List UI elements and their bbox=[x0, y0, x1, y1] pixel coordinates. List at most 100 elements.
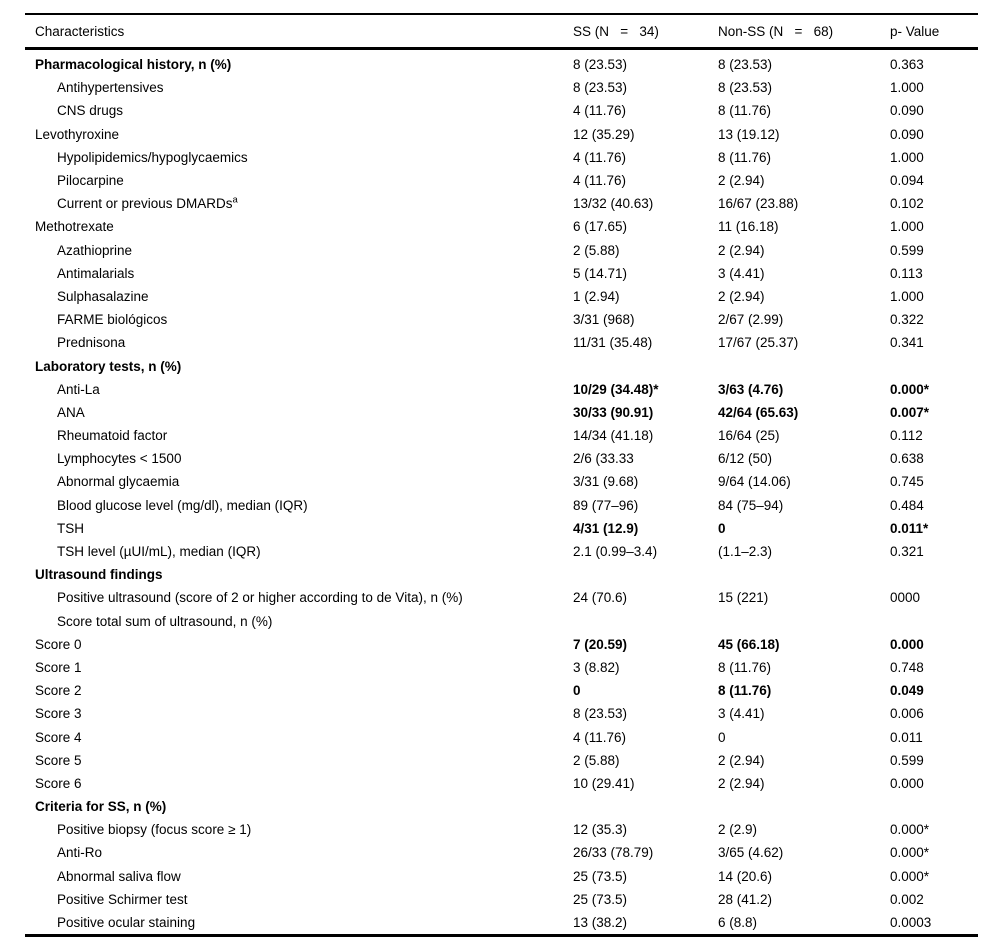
pvalue-cell: 0.000 bbox=[890, 636, 924, 652]
pvalue-cell bbox=[890, 563, 978, 586]
row-label: TSH level (µUI/mL), median (IQR) bbox=[57, 544, 261, 560]
nonss-value-cell: (1.1–2.3) bbox=[718, 544, 773, 560]
row-label: Levothyroxine bbox=[35, 126, 120, 142]
pvalue-cell: 0.322 bbox=[890, 312, 924, 328]
ss-value-cell: 4 (11.76) bbox=[573, 103, 627, 119]
table-row: Hypolipidemics/hypoglycaemics 4 (11.76) … bbox=[25, 146, 978, 169]
row-label-cell: Score total sum of ultrasound, n (%) bbox=[25, 610, 573, 633]
row-label-cell: Lymphocytes < 1500 bbox=[25, 447, 573, 470]
ss-value-cell: 13/32 (40.63) bbox=[573, 196, 654, 212]
pvalue-cell: 0.321 bbox=[890, 544, 924, 560]
nonss-value-cell: 8 (23.53) bbox=[718, 80, 773, 96]
ss-value-cell: 89 (77–96) bbox=[573, 497, 639, 513]
ss-value-cell: 3 (8.82) bbox=[573, 659, 620, 675]
row-label-cell: Score 5 bbox=[25, 749, 573, 772]
row-label: Positive biopsy (focus score ≥ 1) bbox=[57, 822, 252, 838]
nonss-value-cell: 8 (11.76) bbox=[718, 103, 772, 119]
nonss-value-cell: 2 (2.94) bbox=[718, 288, 765, 304]
ss-value-cell: 4/31 (12.9) bbox=[573, 520, 639, 536]
header-characteristics: Characteristics bbox=[25, 14, 573, 50]
nonss-value-cell: 2 (2.94) bbox=[718, 173, 765, 189]
header-ss: SS (N = 34) bbox=[573, 14, 718, 50]
row-label-cell: Hypolipidemics/hypoglycaemics bbox=[25, 146, 573, 169]
row-label: Score 4 bbox=[35, 729, 82, 745]
row-label: Lymphocytes < 1500 bbox=[57, 451, 182, 467]
table-row: Positive biopsy (focus score ≥ 1) 12 (35… bbox=[25, 818, 978, 841]
ss-value-cell: 4 (11.76) bbox=[573, 173, 627, 189]
table-row: Pharmacological history, n (%) 8 (23.53)… bbox=[25, 49, 978, 77]
ss-value-cell: 12 (35.29) bbox=[573, 126, 635, 142]
ss-value-cell: 24 (70.6) bbox=[573, 590, 628, 606]
pvalue-cell: 0.599 bbox=[890, 242, 924, 258]
row-label: Abnormal saliva flow bbox=[57, 868, 181, 884]
nonss-value-cell: 0 bbox=[718, 729, 726, 745]
nonss-value-cell: 2/67 (2.99) bbox=[718, 312, 784, 328]
pvalue-cell: 0.011* bbox=[890, 520, 929, 536]
ss-value-cell: 0 bbox=[573, 683, 581, 699]
table-row: Score 3 8 (23.53) 3 (4.41) 0.006 bbox=[25, 702, 978, 725]
table-row: Levothyroxine 12 (35.29) 13 (19.12) 0.09… bbox=[25, 123, 978, 146]
row-label: Score 3 bbox=[35, 706, 82, 722]
row-label: Positive ocular staining bbox=[57, 915, 196, 931]
ss-value-cell: 8 (23.53) bbox=[573, 706, 628, 722]
row-label-cell: Blood glucose level (mg/dl), median (IQR… bbox=[25, 494, 573, 517]
row-label: FARME biológicos bbox=[57, 312, 168, 328]
pvalue-cell: 0.007* bbox=[890, 404, 930, 420]
nonss-value-cell bbox=[718, 610, 890, 633]
row-label-cell: Pharmacological history, n (%) bbox=[25, 49, 573, 77]
table-row: Score 6 10 (29.41) 2 (2.94) 0.000 bbox=[25, 772, 978, 795]
table-row: FARME biológicos 3/31 (968) 2/67 (2.99) … bbox=[25, 308, 978, 331]
row-label-cell: Criteria for SS, n (%) bbox=[25, 795, 573, 818]
nonss-value-cell: 9/64 (14.06) bbox=[718, 474, 791, 490]
row-label-cell: Score 0 bbox=[25, 633, 573, 656]
row-label-cell: Levothyroxine bbox=[25, 123, 573, 146]
table-row: Positive Schirmer test 25 (73.5) 28 (41.… bbox=[25, 888, 978, 911]
nonss-value-cell: 6 (8.8) bbox=[718, 915, 758, 931]
pvalue-cell: 0.000* bbox=[890, 381, 930, 397]
pvalue-cell bbox=[890, 610, 978, 633]
table-row: Methotrexate 6 (17.65) 11 (16.18) 1.000 bbox=[25, 215, 978, 238]
header-row: Characteristics SS (N = 34) Non-SS (N = … bbox=[25, 14, 978, 50]
nonss-value-cell: 17/67 (25.37) bbox=[718, 335, 799, 351]
row-label-cell: Abnormal saliva flow bbox=[25, 865, 573, 888]
row-label-cell: Score 4 bbox=[25, 725, 573, 748]
pvalue-cell bbox=[890, 354, 978, 377]
ss-value-cell: 2.1 (0.99–3.4) bbox=[573, 544, 658, 560]
table-row: Score total sum of ultrasound, n (%) bbox=[25, 610, 978, 633]
nonss-value-cell bbox=[718, 354, 890, 377]
row-label: Antihypertensives bbox=[57, 80, 164, 96]
pvalue-cell: 0.000* bbox=[890, 845, 930, 861]
row-label-cell: Pilocarpine bbox=[25, 169, 573, 192]
row-label-cell: TSH level (µUI/mL), median (IQR) bbox=[25, 540, 573, 563]
nonss-value-cell bbox=[718, 795, 890, 818]
nonss-value-cell: 13 (19.12) bbox=[718, 126, 780, 142]
pvalue-cell: 0.363 bbox=[890, 57, 924, 73]
row-label-cell: Positive Schirmer test bbox=[25, 888, 573, 911]
row-footnote-marker: a bbox=[232, 194, 238, 206]
pvalue-cell: 0.113 bbox=[890, 265, 923, 281]
row-label: Prednisona bbox=[57, 335, 126, 351]
table-row: Score 1 3 (8.82) 8 (11.76) 0.748 bbox=[25, 656, 978, 679]
pvalue-cell: 1.000 bbox=[890, 149, 924, 165]
row-label-cell: Azathioprine bbox=[25, 239, 573, 262]
table-row: Rheumatoid factor 14/34 (41.18) 16/64 (2… bbox=[25, 424, 978, 447]
nonss-value-cell: 11 (16.18) bbox=[718, 219, 779, 235]
nonss-value-cell: 45 (66.18) bbox=[718, 636, 780, 652]
row-label-cell: Antihypertensives bbox=[25, 76, 573, 99]
nonss-value-cell: 15 (221) bbox=[718, 590, 769, 606]
table-row: Abnormal saliva flow 25 (73.5) 14 (20.6)… bbox=[25, 865, 978, 888]
ss-value-cell: 11/31 (35.48) bbox=[573, 335, 653, 351]
pvalue-cell: 0.006 bbox=[890, 706, 924, 722]
nonss-value-cell: 8 (11.76) bbox=[718, 659, 772, 675]
row-label-cell: Score 1 bbox=[25, 656, 573, 679]
pvalue-cell bbox=[890, 795, 978, 818]
pvalue-cell: 1.000 bbox=[890, 80, 924, 96]
row-label: Rheumatoid factor bbox=[57, 428, 168, 444]
table-row: Azathioprine 2 (5.88) 2 (2.94) 0.599 bbox=[25, 239, 978, 262]
nonss-value-cell: 3 (4.41) bbox=[718, 706, 765, 722]
ss-value-cell: 12 (35.3) bbox=[573, 822, 628, 838]
ss-value-cell: 3/31 (968) bbox=[573, 312, 635, 328]
pvalue-cell: 0.484 bbox=[890, 497, 924, 513]
table-row: Antihypertensives 8 (23.53) 8 (23.53) 1.… bbox=[25, 76, 978, 99]
nonss-value-cell: 8 (11.76) bbox=[718, 683, 772, 699]
